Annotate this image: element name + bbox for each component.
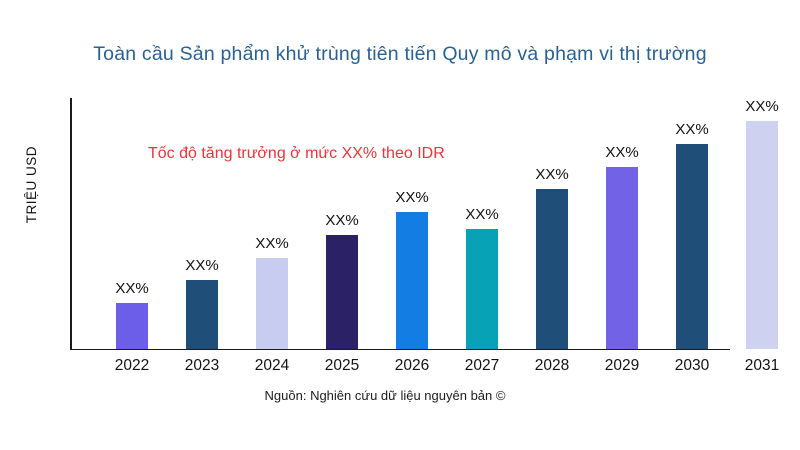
bar-column-2027: XX% [465,206,499,349]
bar-value-label-2023: XX% [185,257,219,274]
bar-value-label-2028: XX% [535,166,569,183]
chart-title: Toàn cầu Sản phẩm khử trùng tiên tiến Qu… [93,43,707,65]
plot-area: XX% XX% XX% XX% XX% XX% XX% XX% XX% XX% 2022 2023 2… [70,98,785,374]
bar-column-2030: XX% [675,121,709,349]
growth-annotation: Tốc độ tăng trưởng ở mức XX% theo IDR [148,145,445,162]
bar-column-2023: XX% [185,257,219,349]
bar-2024 [256,258,288,349]
bar-column-2028: XX% [535,166,569,349]
bar-value-label-2022: XX% [115,280,149,297]
y-axis-label: TRIỆU USD [23,146,39,224]
bar-2022 [116,303,148,349]
bar-value-label-2030: XX% [675,121,709,138]
x-axis-tick-label-2029: 2029 [604,357,640,374]
bar-column-2025: XX% [325,212,359,349]
y-axis-line [70,98,72,350]
x-axis-tick-label-2031: 2031 [744,357,780,374]
bar-value-label-2031: XX% [745,98,779,115]
bar-2031 [746,121,778,349]
x-axis-line [70,348,730,350]
source-note: Nguồn: Nghiên cứu dữ liệu nguyên bản © [264,388,506,403]
bar-value-label-2029: XX% [605,144,639,161]
x-axis-tick-label-2027: 2027 [464,357,500,374]
bar-column-2022: XX% [115,280,149,349]
bar-column-2031: XX% [745,98,779,349]
bar-value-label-2027: XX% [465,206,499,223]
x-axis-tick-label-2024: 2024 [254,357,290,374]
bar-column-2024: XX% [255,235,289,349]
x-axis-tick-label-2023: 2023 [184,357,220,374]
x-axis-tick-label-2022: 2022 [114,357,150,374]
bar-column-2029: XX% [605,144,639,349]
bar-value-label-2024: XX% [255,235,289,252]
x-axis-tick-label-2028: 2028 [534,357,570,374]
x-axis-tick-label-2025: 2025 [324,357,360,374]
bar-2028 [536,189,568,349]
y-axis-label-wrap: TRIỆU USD [20,75,42,295]
bar-2025 [326,235,358,349]
bar-2029 [606,167,638,349]
bar-value-label-2025: XX% [325,212,359,229]
bar-2026 [396,212,428,349]
bar-2027 [466,229,498,349]
x-axis-tick-label-2030: 2030 [674,357,710,374]
bar-value-label-2026: XX% [395,189,429,206]
bar-2023 [186,280,218,349]
bar-2030 [676,144,708,349]
x-axis-tick-label-2026: 2026 [394,357,430,374]
bar-column-2026: XX% [395,189,429,349]
